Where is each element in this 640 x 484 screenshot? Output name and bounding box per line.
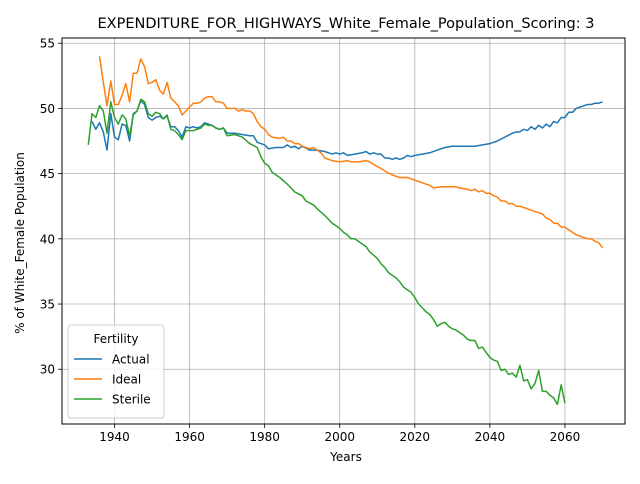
legend-items: Actual Ideal Sterile: [74, 353, 151, 407]
plot-frame: [61, 37, 626, 425]
x-tick-label: 1940: [99, 430, 130, 444]
y-axis-label: % of White_Female Population: [13, 152, 27, 334]
y-tick-label: 40: [40, 232, 55, 246]
chart-title: EXPENDITURE_FOR_HIGHWAYS_White_Female_Po…: [98, 16, 595, 32]
x-tick-label: 1960: [174, 430, 205, 444]
y-tick-label: 35: [40, 298, 55, 312]
x-tick-label: 2020: [400, 430, 431, 444]
y-tick-label: 50: [40, 102, 55, 116]
x-tick-label: 2000: [324, 430, 355, 444]
series-line-actual: [91, 99, 603, 161]
legend: Fertility Actual Ideal Sterile: [67, 324, 165, 419]
y-axis-ticks: 30 35 40 45 50 55: [40, 37, 62, 377]
y-tick-label: 30: [40, 363, 55, 377]
y-tick-label: 45: [40, 167, 55, 181]
series-line-sterile: [87, 98, 566, 406]
legend-label-sterile: Sterile: [112, 393, 151, 407]
y-tick-label: 55: [40, 37, 55, 51]
x-tick-label: 2040: [475, 430, 506, 444]
legend-title: Fertility: [93, 332, 138, 346]
legend-box: [67, 324, 165, 419]
legend-label-ideal: Ideal: [112, 373, 141, 387]
x-axis-ticks: 1940 1960 1980 2000 2020 2040 2060: [99, 424, 580, 444]
legend-label-actual: Actual: [112, 353, 150, 367]
x-axis-label: Years: [329, 450, 362, 464]
series-layer: [87, 56, 604, 406]
x-tick-label: 1980: [249, 430, 280, 444]
x-tick-label: 2060: [550, 430, 581, 444]
series-line-ideal: [98, 56, 604, 249]
grid: [62, 38, 625, 424]
